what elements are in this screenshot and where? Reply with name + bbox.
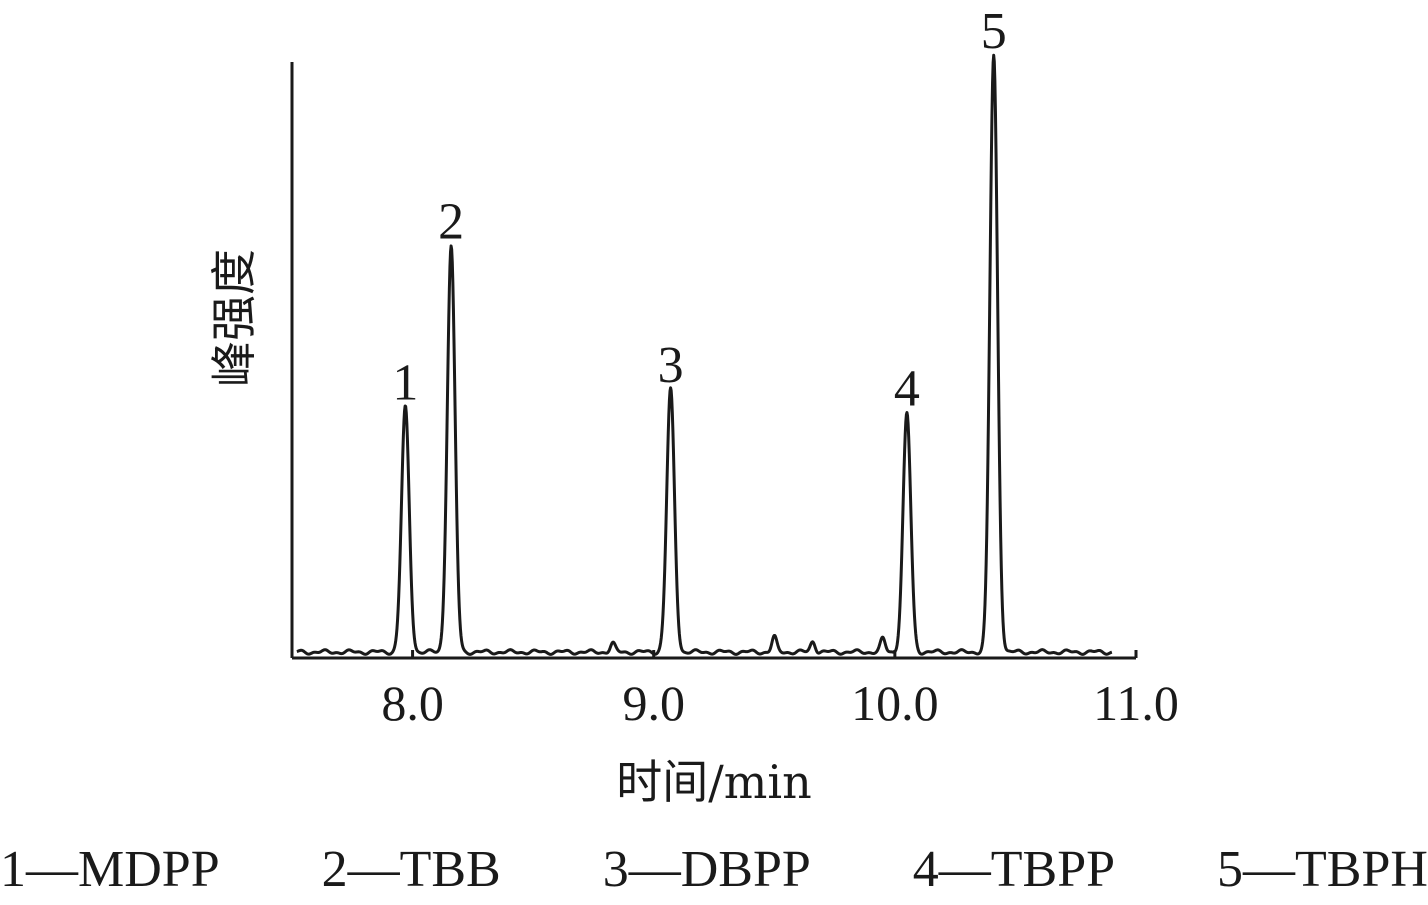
chromatogram-chart: 8.0 9.0 10.0 11.0 1 2 3 4 5 峰强度 时间/min — [207, 3, 1179, 809]
x-axis-ticks: 8.0 9.0 10.0 11.0 — [381, 650, 1179, 731]
x-tick-label: 11.0 — [1093, 675, 1179, 731]
peak-labels: 1 2 3 4 5 — [392, 3, 1006, 418]
peak-label-5: 5 — [981, 3, 1007, 60]
x-tick-label: 10.0 — [851, 675, 939, 731]
peak-label-2: 2 — [438, 194, 464, 251]
legend-item-5: 5—TBPH — [1217, 841, 1428, 898]
x-tick-label: 8.0 — [381, 675, 444, 731]
legend-item-4: 4—TBPP — [912, 841, 1116, 898]
chromatogram-trace — [295, 53, 1113, 656]
peak-label-1: 1 — [392, 355, 418, 412]
legend-item-3: 3—DBPP — [602, 841, 811, 898]
legend-item-2: 2—TBB — [321, 841, 501, 898]
peak-label-4: 4 — [894, 361, 920, 418]
x-tick-label: 9.0 — [622, 675, 685, 731]
peak-label-3: 3 — [658, 337, 684, 394]
legend-item-1: 1—MDPP — [0, 841, 220, 898]
x-axis-title: 时间/min — [616, 755, 811, 809]
y-axis-title: 峰强度 — [207, 249, 261, 387]
axes — [290, 62, 1136, 660]
legend: 1—MDPP 2—TBB 3—DBPP 4—TBPP 5—TBPH — [0, 835, 1428, 905]
